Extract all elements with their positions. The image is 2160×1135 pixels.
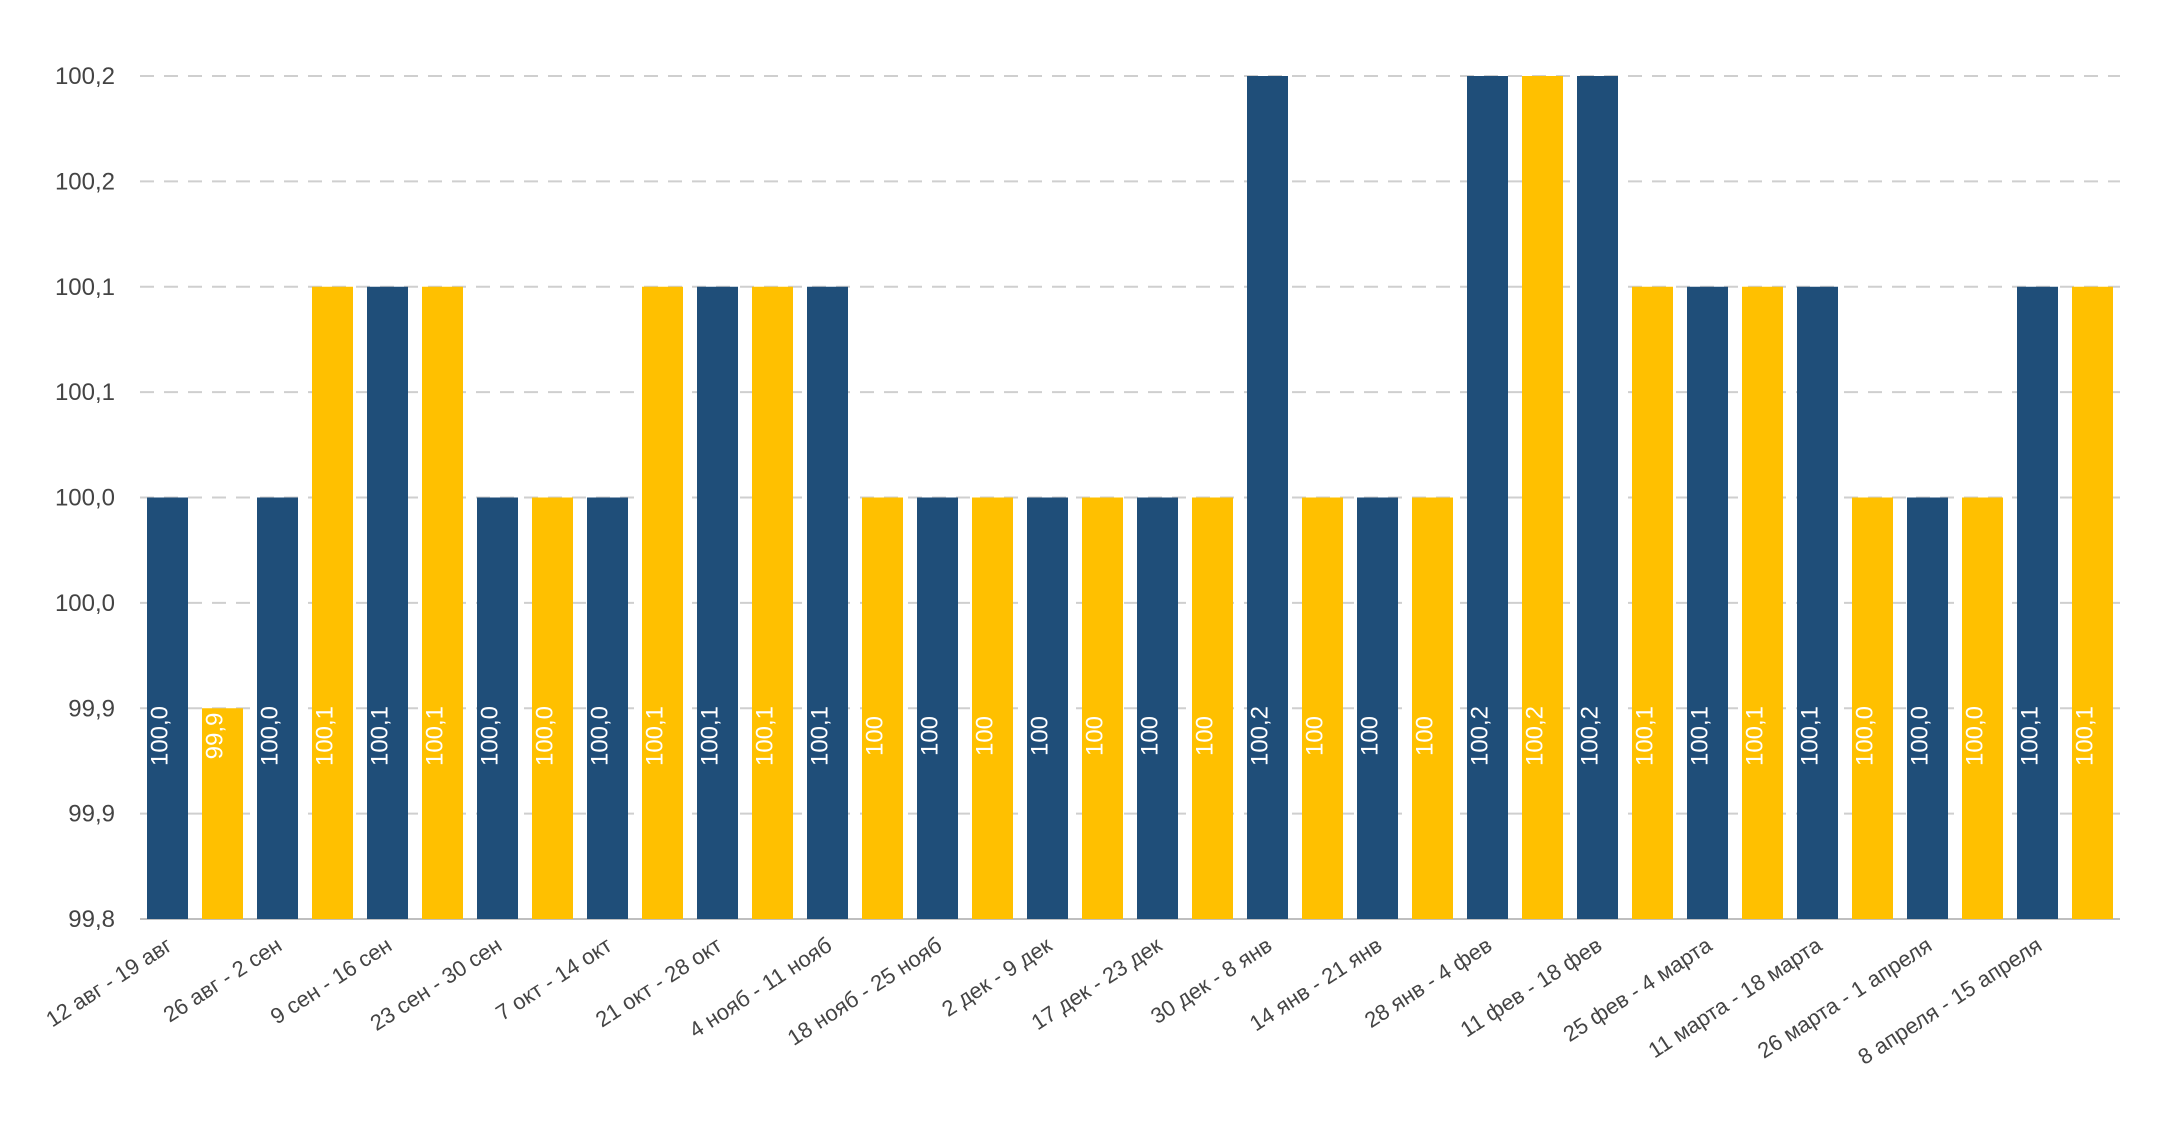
bar [2017, 286, 2058, 919]
y-tick-label: 100,2 [55, 63, 115, 90]
bar-value-label: 100,2 [1522, 706, 1549, 766]
y-tick-label: 99,9 [68, 801, 115, 828]
bar-value-label: 100 [862, 716, 889, 756]
bar [422, 286, 463, 919]
bar [1522, 76, 1563, 919]
bar [807, 286, 848, 919]
bar-value-label: 100,1 [1797, 706, 1824, 766]
y-tick-label: 100,0 [55, 590, 115, 617]
bar-value-label: 100 [1027, 716, 1054, 756]
bar-value-label: 100 [917, 716, 944, 756]
bar-value-label: 100,1 [422, 706, 449, 766]
bar-value-label: 100,1 [807, 706, 834, 766]
bar [257, 497, 298, 919]
bar-value-label: 100 [1192, 716, 1219, 756]
bar-value-label: 100,2 [1467, 706, 1494, 766]
bar-value-label: 100 [1137, 716, 1164, 756]
x-category-label: 11 марта - 18 марта [1644, 932, 1827, 1063]
bar [1137, 497, 1178, 919]
bar-value-label: 100,0 [532, 706, 559, 766]
bar-value-label: 100,0 [1852, 706, 1879, 766]
bar [477, 497, 518, 919]
bar [1577, 76, 1618, 919]
y-tick-label: 100,1 [55, 379, 115, 406]
bar [1192, 497, 1233, 919]
y-tick-label: 99,9 [68, 695, 115, 722]
bar-value-label: 100 [1412, 716, 1439, 756]
bar [1797, 286, 1838, 919]
bar [587, 497, 628, 919]
bars [147, 76, 2113, 919]
bar-value-label: 100,1 [697, 706, 724, 766]
bar-value-label: 100,1 [1687, 706, 1714, 766]
bar [2072, 286, 2113, 919]
bar [312, 286, 353, 919]
bar-value-label: 99,9 [202, 713, 229, 760]
bar-value-label: 100,0 [477, 706, 504, 766]
bar-labels: 100,0 99,9 100,0 100,1 100,1 100,1 100,0 100,0 1… [147, 706, 2099, 766]
bar [1962, 497, 2003, 919]
bar-value-label: 100 [1302, 716, 1329, 756]
bar [367, 286, 408, 919]
y-tick-label: 100,0 [55, 485, 115, 512]
gridlines [140, 75, 2120, 920]
bar [202, 708, 243, 919]
bar [532, 497, 573, 919]
x-category-label: 12 авг - 19 авг [41, 932, 176, 1032]
bar-value-label: 100,0 [257, 706, 284, 766]
bar [752, 286, 793, 919]
x-category-label: 26 авг - 2 сен [159, 932, 287, 1027]
bar [697, 286, 738, 919]
bar [1852, 497, 1893, 919]
bar [1687, 286, 1728, 919]
bar [972, 497, 1013, 919]
bar-value-label: 100,0 [587, 706, 614, 766]
x-category-label: 8 апреля - 15 апреля [1853, 932, 2046, 1069]
bar [1467, 76, 1508, 919]
bar [1082, 497, 1123, 919]
bar-value-label: 100,1 [1632, 706, 1659, 766]
bar [1247, 76, 1288, 919]
bar-value-label: 100,1 [2072, 706, 2099, 766]
bar [147, 497, 188, 919]
bar-value-label: 100,1 [312, 706, 339, 766]
bar-value-label: 100 [972, 716, 999, 756]
y-axis: 99,8 99,9 99,9 100,0 100,0 100,1 100,1 100,2 100… [55, 63, 115, 933]
bar-value-label: 100 [1357, 716, 1384, 756]
bar [1302, 497, 1343, 919]
bar-value-label: 100,1 [2017, 706, 2044, 766]
bar [642, 286, 683, 919]
bar [917, 497, 958, 919]
bar-value-label: 100,2 [1577, 706, 1604, 766]
bar [1357, 497, 1398, 919]
y-tick-label: 99,8 [68, 906, 115, 933]
bar-value-label: 100,1 [642, 706, 669, 766]
bar [1742, 286, 1783, 919]
bar-value-label: 100,1 [367, 706, 394, 766]
bar [1027, 497, 1068, 919]
bar-value-label: 100,0 [1962, 706, 1989, 766]
bar [1412, 497, 1453, 919]
bar-value-label: 100,0 [1907, 706, 1934, 766]
x-category-label: 26 марта - 1 апреля [1753, 932, 1936, 1063]
y-tick-label: 100,1 [55, 274, 115, 301]
bar [1632, 286, 1673, 919]
bar [862, 497, 903, 919]
bar-value-label: 100 [1082, 716, 1109, 756]
y-tick-label: 100,2 [55, 168, 115, 195]
bar-value-label: 100,1 [752, 706, 779, 766]
bar [1907, 497, 1948, 919]
bar-value-label: 100,0 [147, 706, 174, 766]
bar-value-label: 100,2 [1247, 706, 1274, 766]
bar-value-label: 100,1 [1742, 706, 1769, 766]
